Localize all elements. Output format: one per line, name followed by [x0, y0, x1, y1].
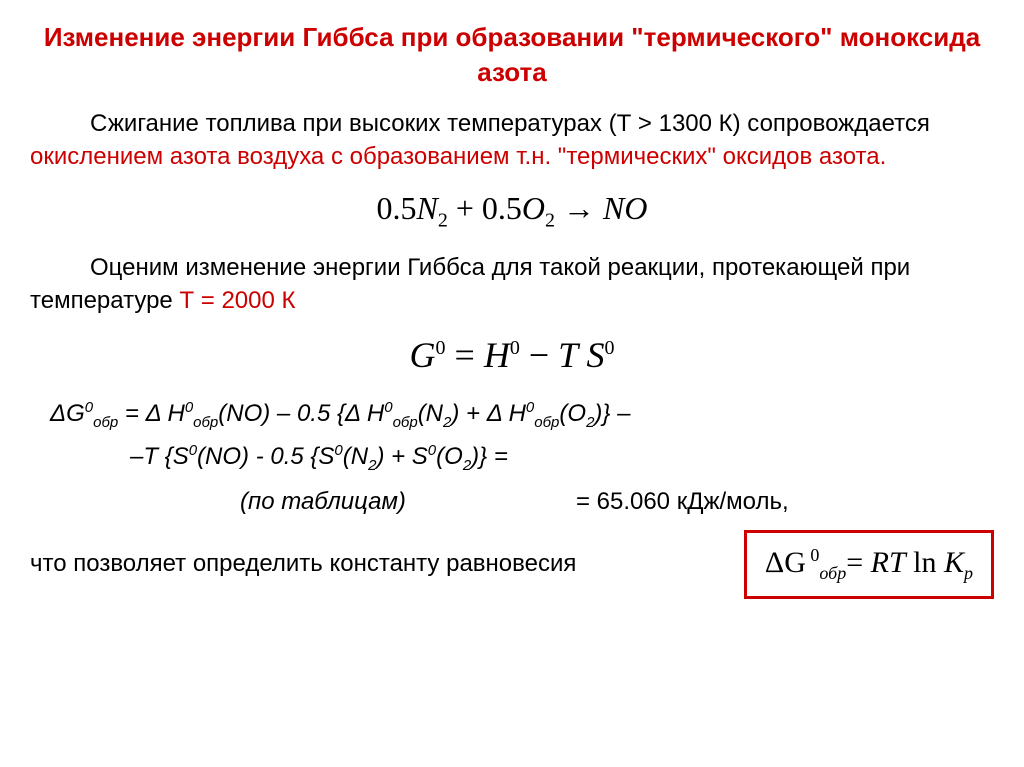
f1-t3: (NO) – 0.5 {Δ H	[218, 400, 384, 427]
equation-reaction: 0.5N2 + 0.5O2 → NO	[30, 187, 994, 234]
sym-s: S	[587, 335, 605, 375]
coef2: 0.5	[482, 190, 522, 226]
table-value: = 65.060 кДж/моль,	[576, 486, 789, 518]
sub-n2: 2	[438, 209, 448, 231]
f1-s1sub: обр	[93, 414, 118, 431]
coef1: 0.5	[377, 190, 417, 226]
box-ksub: p	[964, 563, 973, 583]
f1-s3sub: обр	[393, 414, 418, 431]
eq-sign: =	[446, 335, 484, 375]
bottom-text: что позволяет определить константу равно…	[30, 546, 724, 582]
sup-h: 0	[510, 337, 520, 359]
f1-s2sup: 0	[185, 399, 193, 416]
page-title: Изменение энергии Гиббса при образовании…	[30, 20, 994, 90]
f1-s5sub: обр	[534, 414, 559, 431]
f1-t2: = Δ H	[118, 400, 185, 427]
f2-s4sup: 0	[428, 442, 436, 459]
p2-red: Т = 2000 К	[179, 287, 295, 314]
f2-s2sup: 0	[334, 442, 342, 459]
table-label: (по таблицам)	[240, 486, 406, 518]
p2-text: Оценим изменение энергии Гиббса для тако…	[30, 254, 910, 313]
box-sub: обр	[819, 563, 846, 583]
box-dg: ΔG	[765, 546, 806, 579]
f2-t4: ) + S	[376, 443, 427, 470]
box-rt: RT	[871, 546, 906, 579]
p1-text: Сжигание топлива при высоких температура…	[90, 110, 930, 137]
f2-s1sup: 0	[189, 442, 197, 459]
box-eq: =	[846, 546, 870, 579]
paragraph-2: Оценим изменение энергии Гиббса для тако…	[30, 252, 994, 317]
f1-t5: ) + Δ H	[451, 400, 526, 427]
f1-s3sup: 0	[384, 399, 392, 416]
f2-t5: (O	[436, 443, 463, 470]
f1-t4: (N	[418, 400, 443, 427]
f2-t3: (N	[343, 443, 368, 470]
f2-s5sub: 2	[463, 457, 471, 474]
f2-t6: )} =	[471, 443, 508, 470]
boxed-equation: ΔG 0обр= RT ln Kp	[744, 530, 994, 598]
species-o2: O	[522, 190, 545, 226]
arrow: →	[555, 190, 603, 226]
f2-t2: (NO) - 0.5 {S	[197, 443, 334, 470]
formula-line-2: –T {S0(NO) - 0.5 {S0(N2) + S0(O2)} =	[130, 441, 994, 476]
sym-g: G	[410, 335, 436, 375]
f1-s2sub: обр	[193, 414, 218, 431]
box-ln: ln	[906, 546, 944, 579]
table-reference-row: (по таблицам) = 65.060 кДж/моль,	[30, 486, 994, 518]
sup-g: 0	[436, 337, 446, 359]
p1-red: окислением азота воздуха с образованием …	[30, 143, 886, 170]
sym-h: H	[484, 335, 510, 375]
f1-s5sup: 0	[526, 399, 534, 416]
box-sup: 0	[806, 545, 820, 565]
sym-t: T	[558, 335, 586, 375]
species-n2: N	[417, 190, 438, 226]
f1-s1sup: 0	[85, 399, 93, 416]
minus: −	[520, 335, 558, 375]
paragraph-1: Сжигание топлива при высоких температура…	[30, 108, 994, 173]
f1-t1: ΔG	[50, 400, 85, 427]
f1-t7: )} –	[594, 400, 630, 427]
f2-t1: –T {S	[130, 443, 189, 470]
equation-gibbs: G0 = H0 − T S0	[30, 331, 994, 380]
box-k: K	[944, 546, 964, 579]
plus: +	[448, 190, 482, 226]
sub-o2: 2	[545, 209, 555, 231]
sup-s: 0	[605, 337, 615, 359]
product-no: NO	[603, 190, 647, 226]
f1-t6: (O	[559, 400, 586, 427]
bottom-row: что позволяет определить константу равно…	[30, 530, 994, 598]
formula-line-1: ΔG0обр = Δ H0обр(NO) – 0.5 {Δ H0обр(N2) …	[50, 398, 994, 433]
